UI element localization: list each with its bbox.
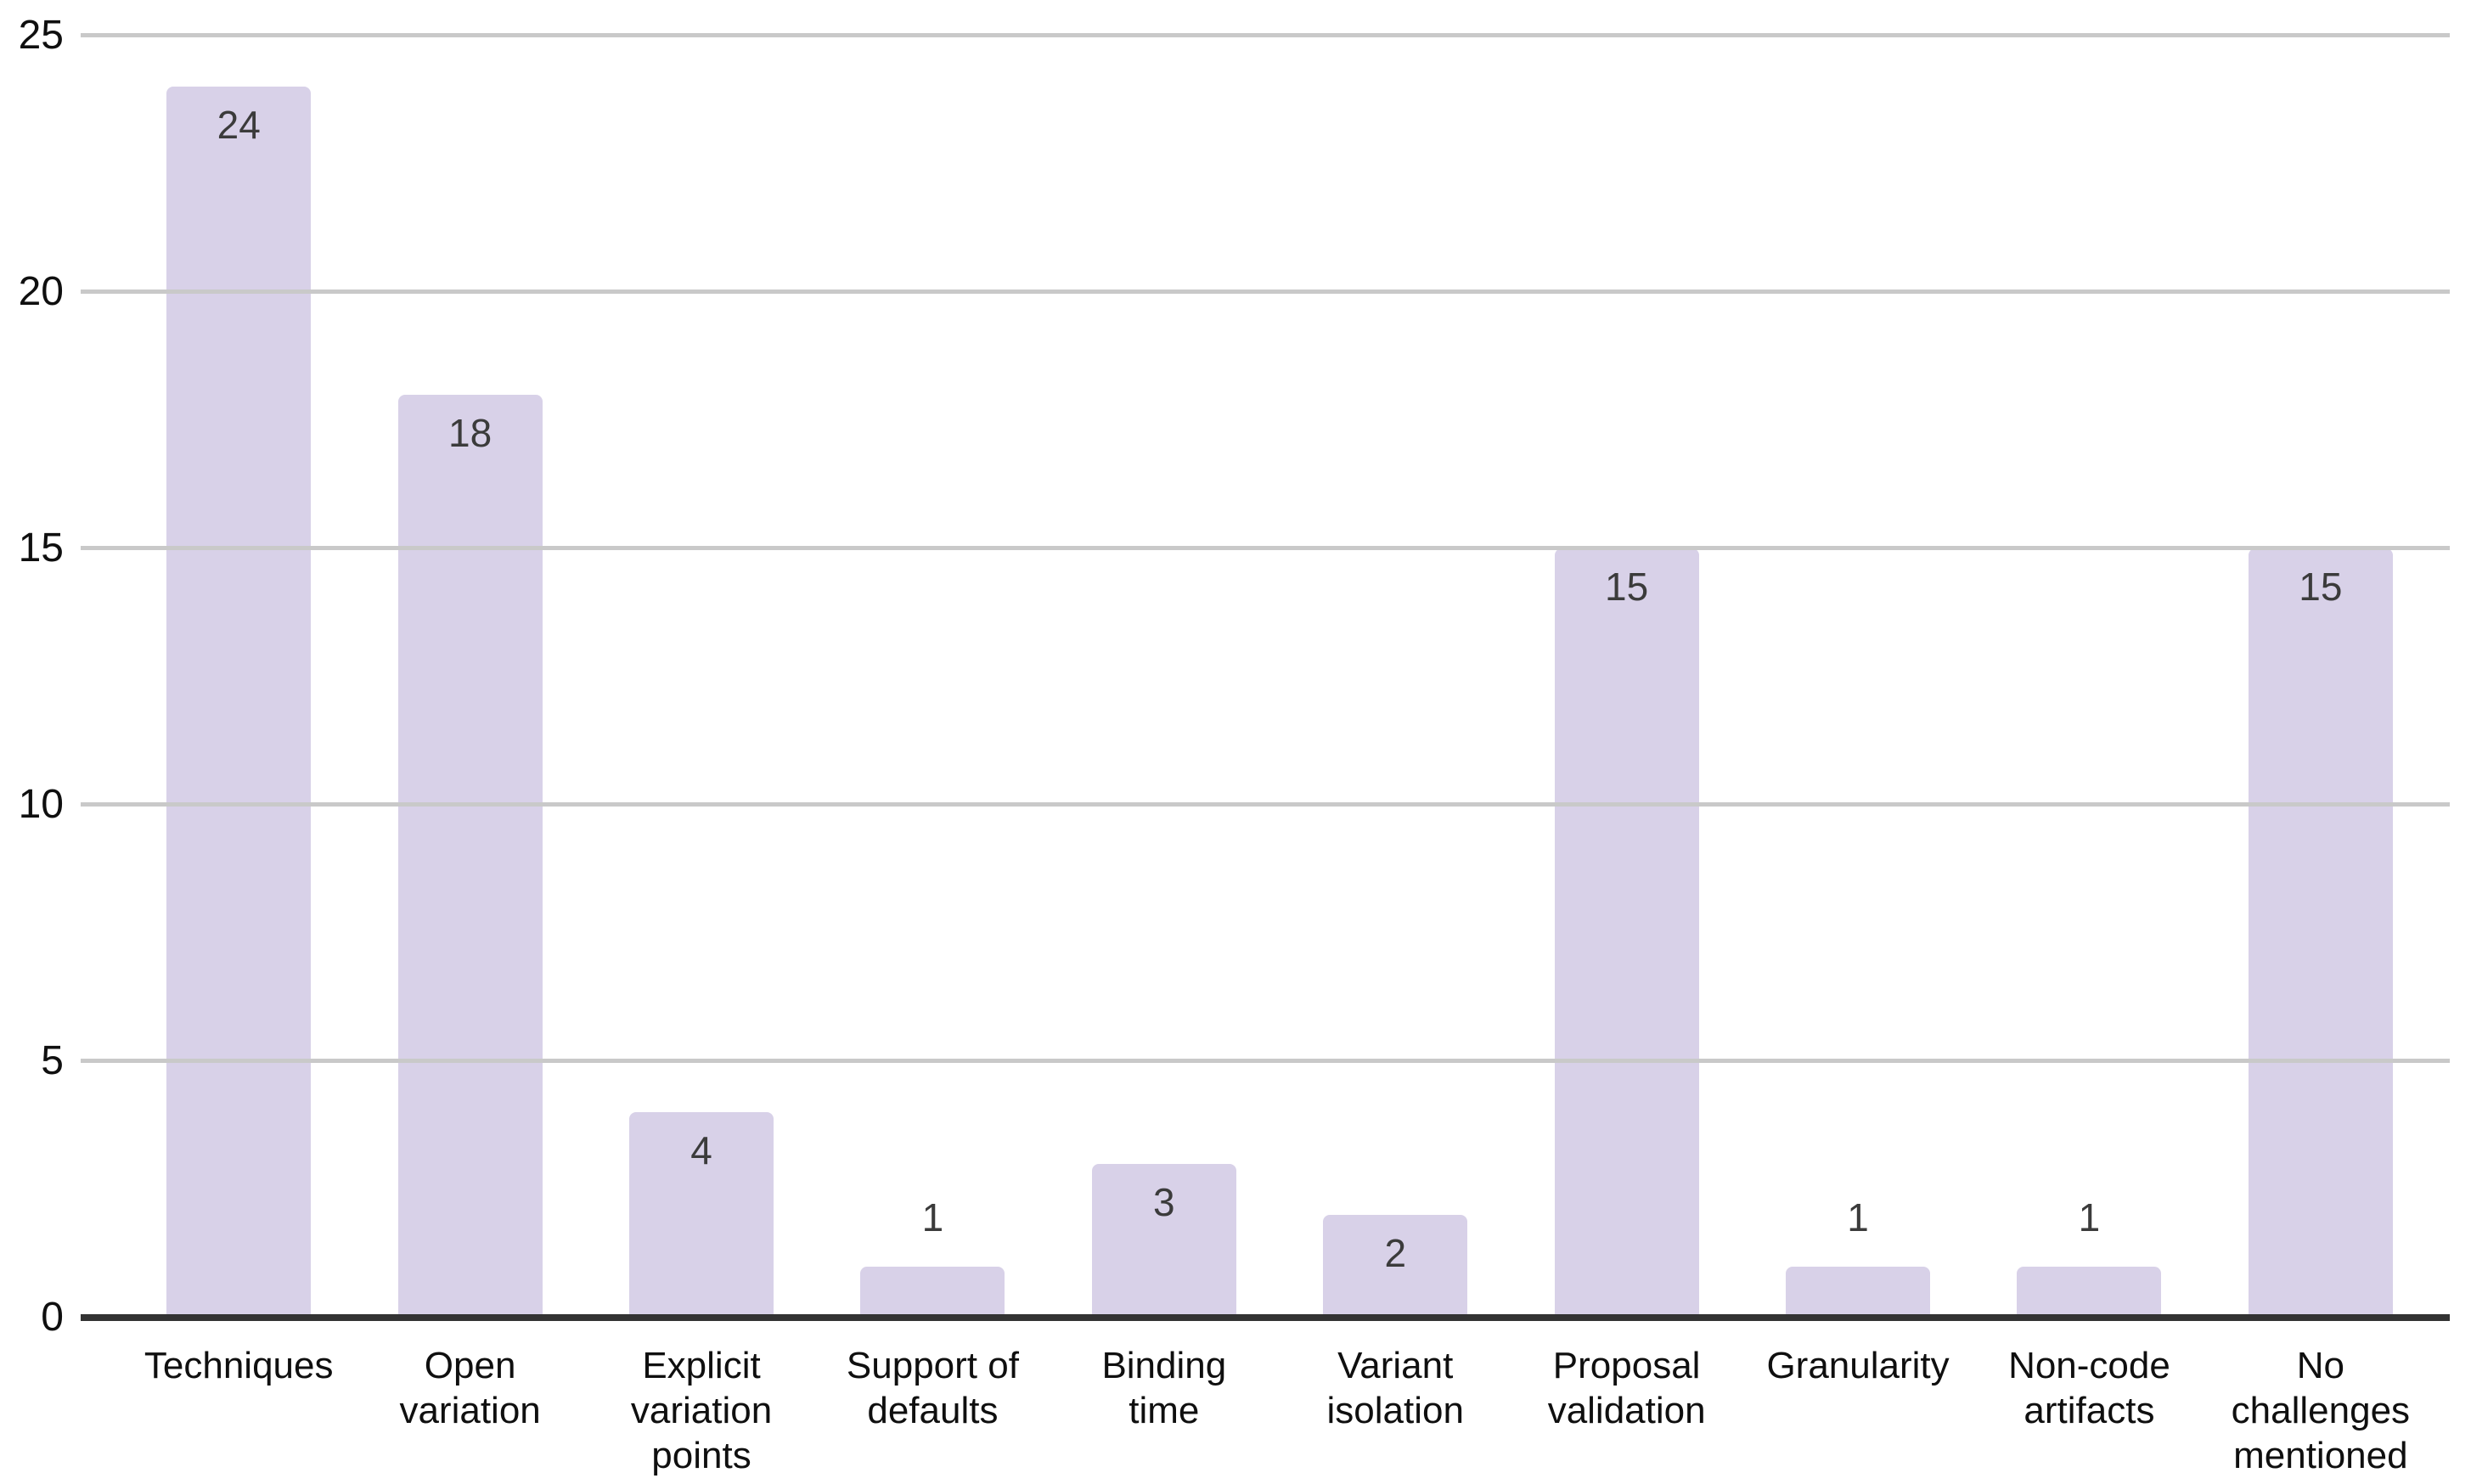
bar-band-2: 4 — [586, 36, 817, 1318]
data-label-7: 1 — [1847, 1195, 1869, 1239]
x-axis-line — [81, 1314, 2450, 1321]
x-axis-label-8: Non-code artifacts — [2008, 1345, 2170, 1431]
gridline-5 — [81, 1059, 2450, 1063]
bar-band-4: 3 — [1049, 36, 1280, 1318]
bar-band-8: 1 — [1973, 36, 2204, 1318]
bar-3 — [860, 1266, 1005, 1318]
x-axis-labels: Techniques Open variation Explicit variati… — [81, 1343, 2450, 1478]
x-axis-label-7: Granularity — [1766, 1345, 1950, 1386]
data-label-8: 1 — [2078, 1195, 2101, 1239]
gridline-10 — [81, 802, 2450, 807]
bar-6 — [1554, 548, 1699, 1318]
bar-5 — [1323, 1215, 1468, 1318]
y-tick-label-5: 5 — [41, 1038, 64, 1083]
y-tick-label-20: 20 — [18, 269, 64, 314]
bar-band-9: 15 — [2205, 36, 2436, 1318]
gridline-25 — [81, 33, 2450, 37]
y-tick-label-15: 15 — [18, 526, 64, 571]
data-label-3: 1 — [921, 1195, 944, 1239]
bar-band-6: 15 — [1511, 36, 1742, 1318]
data-label-1: 18 — [448, 410, 493, 455]
x-axis-label-4: Binding time — [1101, 1345, 1227, 1431]
bar-band-0: 24 — [123, 36, 354, 1318]
bar-9 — [2248, 548, 2393, 1318]
bar-7 — [1786, 1266, 1931, 1318]
x-axis-label-2: Explicit variation points — [630, 1345, 773, 1476]
x-axis-label-6: Proposal validation — [1547, 1345, 1706, 1431]
x-axis-label-0: Techniques — [144, 1345, 334, 1386]
bar-8 — [2017, 1266, 2162, 1318]
bar-band-1: 18 — [354, 36, 585, 1318]
bar-0 — [166, 87, 312, 1318]
y-tick-label-0: 0 — [41, 1295, 64, 1340]
data-label-4: 3 — [1153, 1179, 1175, 1224]
x-axis-label-3: Support of defaults — [846, 1345, 1019, 1431]
bar-band-3: 1 — [817, 36, 1048, 1318]
bar-band-5: 2 — [1280, 36, 1511, 1318]
gridline-20 — [81, 289, 2450, 294]
x-axis-label-5: Variant isolation — [1326, 1345, 1464, 1431]
y-tick-label-10: 10 — [18, 782, 64, 827]
plot-area: 24 18 4 1 3 2 15 1 1 15 0 5 10 15 20 25 — [19, 13, 2450, 1340]
x-axis-label-1: Open variation — [399, 1345, 541, 1431]
data-label-0: 24 — [217, 103, 261, 148]
y-tick-label-25: 25 — [18, 13, 64, 58]
bar-2 — [629, 1112, 774, 1318]
x-axis-label-9: No challenges mentioned — [2231, 1345, 2411, 1476]
data-label-6: 15 — [1605, 565, 1649, 609]
bar-1 — [397, 394, 543, 1318]
data-label-5: 2 — [1384, 1231, 1407, 1276]
gridline-15 — [81, 546, 2450, 550]
data-label-9: 15 — [2299, 565, 2343, 609]
bars-container: 24 18 4 1 3 2 15 1 1 15 — [81, 36, 2450, 1318]
bar-band-7: 1 — [1742, 36, 1973, 1318]
bar-4 — [1091, 1163, 1236, 1318]
data-label-2: 4 — [690, 1128, 712, 1173]
